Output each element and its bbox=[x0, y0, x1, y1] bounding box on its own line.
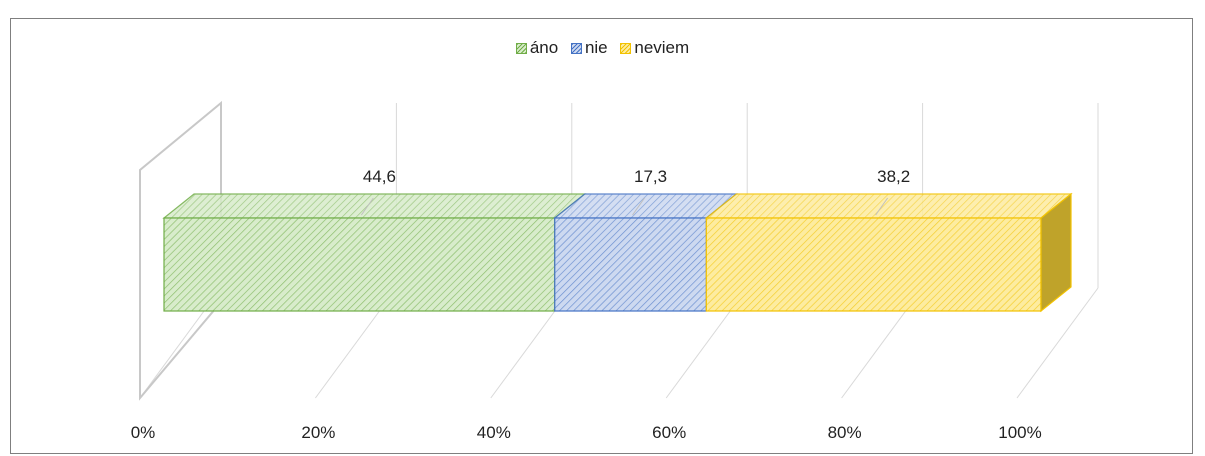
legend-swatch-nie bbox=[570, 42, 582, 54]
x-tick-label: 80% bbox=[828, 423, 862, 442]
bar-segment-áno bbox=[162, 193, 587, 312]
bar-front-face bbox=[554, 217, 707, 312]
bar-segment-neviem bbox=[704, 192, 1073, 313]
x-tick-label: 20% bbox=[301, 423, 335, 442]
x-tick-label: 40% bbox=[477, 423, 511, 442]
legend-swatch-neviem bbox=[620, 42, 632, 54]
legend: áno nie neviem bbox=[0, 38, 1205, 59]
legend-label-nie: nie bbox=[584, 38, 608, 57]
bar-top-face bbox=[553, 193, 739, 219]
data-label-neviem: 38,2 bbox=[877, 167, 910, 186]
legend-swatch-ano bbox=[515, 42, 527, 54]
data-label-leader bbox=[360, 197, 374, 216]
legend-label-ano: áno bbox=[529, 38, 559, 57]
data-label-leader bbox=[632, 197, 645, 216]
bar-top-face bbox=[162, 193, 587, 219]
legend-item-nie: nie bbox=[570, 38, 608, 58]
bar-segment-nie bbox=[553, 193, 739, 312]
data-label-leader bbox=[875, 197, 889, 216]
side-wall bbox=[139, 100, 222, 401]
bar-side-face bbox=[1040, 192, 1072, 313]
legend-item-neviem: neviem bbox=[620, 38, 689, 58]
x-tick-label: 60% bbox=[652, 423, 686, 442]
floor-gridline bbox=[1016, 287, 1099, 399]
data-label-áno: 44,6 bbox=[363, 167, 396, 186]
legend-item-ano: áno bbox=[515, 38, 559, 58]
bar-top-face bbox=[704, 193, 1073, 219]
x-tick-label: 0% bbox=[131, 423, 156, 442]
x-tick-label: 100% bbox=[998, 423, 1041, 442]
legend-label-neviem: neviem bbox=[634, 38, 690, 57]
bar-front-face bbox=[163, 217, 556, 312]
data-label-nie: 17,3 bbox=[634, 167, 667, 186]
bar-front-face bbox=[705, 217, 1042, 312]
